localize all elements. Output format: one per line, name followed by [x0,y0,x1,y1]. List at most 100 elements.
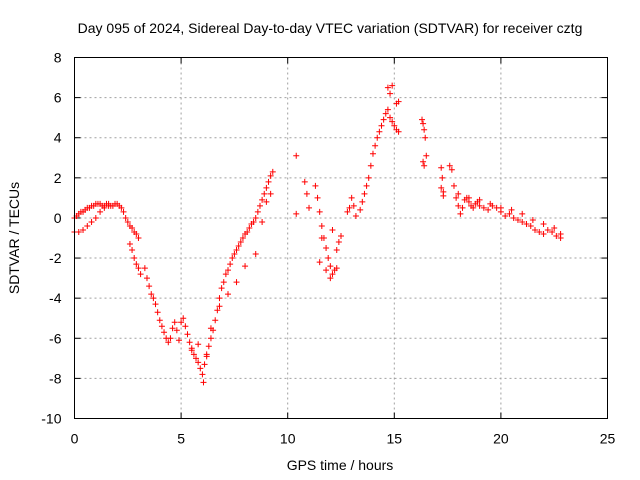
x-axis-label: GPS time / hours [287,457,394,473]
data-point [439,174,446,181]
data-point [502,212,509,219]
data-point [233,279,240,286]
grid [74,57,608,419]
data-point [101,204,108,211]
data-point [126,241,133,248]
data-point [244,228,251,235]
data-point [246,224,253,231]
data-point [133,261,140,268]
data-point [193,355,200,362]
data-point [225,267,232,274]
data-point [544,226,551,233]
data-point [457,210,464,217]
data-point [357,206,364,213]
data-point [171,319,178,326]
data-point [506,210,513,217]
data-point [333,247,340,254]
data-point [480,204,487,211]
data-point [335,239,342,246]
y-tick-label: -6 [49,330,62,346]
data-point [389,118,396,125]
data-point [195,359,202,366]
data-point [161,329,168,336]
data-point [129,247,136,254]
data-point [212,317,219,324]
data-point [242,263,249,270]
y-axis-label: SDTVAR / TECUs [6,182,22,294]
data-point [470,204,477,211]
data-point [158,323,165,330]
data-point [361,190,368,197]
data-point [318,222,325,229]
data-point [154,309,161,316]
data-point [146,283,153,290]
data-point [148,291,155,298]
data-point [195,341,202,348]
data-point [372,142,379,149]
data-point [325,255,332,262]
data-point [150,295,157,302]
data-point [532,226,539,233]
x-tick-label: 25 [600,431,616,447]
data-point [384,84,391,91]
data-point [175,337,182,344]
data-point [180,315,187,322]
data-point [118,204,125,211]
data-point [267,190,274,197]
y-tick-label: 6 [54,90,62,106]
data-point [250,218,257,225]
data-point [263,198,270,205]
data-point [476,202,483,209]
data-point [508,206,515,213]
data-point [135,265,142,272]
data-point [553,232,560,239]
data-point [233,247,240,254]
data-point [252,251,259,258]
data-point [323,267,330,274]
data-point [173,327,180,334]
data-point [440,192,447,199]
data-point [133,230,140,237]
data-point [254,208,261,215]
data-point [329,271,336,278]
data-point [156,317,163,324]
data-point [557,230,564,237]
data-point [135,235,142,241]
data-point [527,222,534,229]
y-tick-label: 0 [54,210,62,226]
data-point [420,120,427,127]
data-point [184,331,191,338]
data-point [465,194,472,201]
data-point [256,202,263,209]
data-point [529,216,536,223]
data-point [203,353,210,360]
data-point [318,235,325,241]
data-point [329,226,336,233]
data-point [301,178,308,185]
data-point [497,204,504,211]
y-tick-label: -8 [49,370,62,386]
data-point [485,206,492,213]
data-point [188,347,195,354]
y-tick-label: -2 [49,250,62,266]
y-tick-label: 2 [54,170,62,186]
data-point [365,174,372,181]
data-point [519,218,526,225]
x-tick-label: 5 [177,431,185,447]
x-tick-label: 0 [71,431,79,447]
data-point [420,158,427,165]
data-point [207,325,214,332]
data-point [265,178,272,185]
data-point [363,182,370,189]
data-point [374,134,381,141]
data-point [84,222,91,229]
data-point [80,226,87,233]
data-point [200,379,207,386]
data-point [222,271,229,278]
y-tick-label: 8 [54,50,62,66]
plot-frame [74,57,608,419]
data-point [395,128,402,135]
data-point [344,208,351,215]
data-point [540,220,547,227]
data-point [459,204,466,211]
